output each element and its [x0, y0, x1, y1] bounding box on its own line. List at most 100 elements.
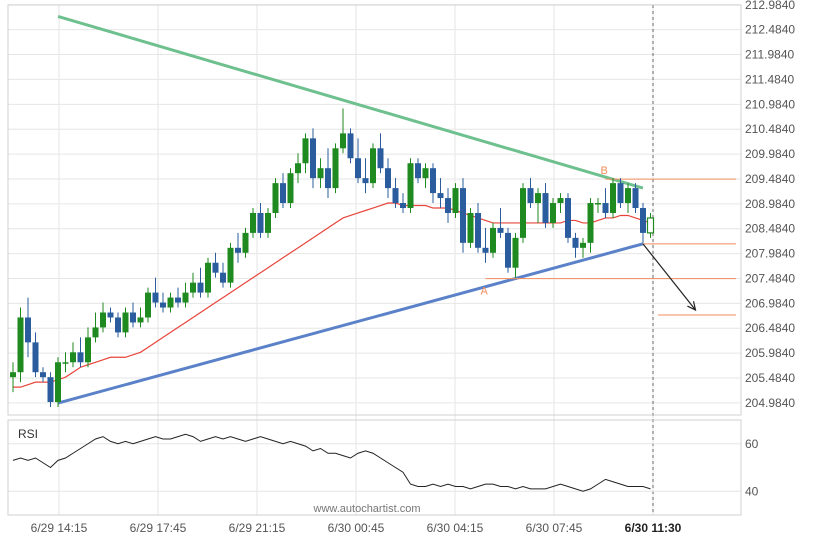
candle-body: [422, 168, 429, 179]
forecast-arrow-line: [642, 243, 696, 311]
grid-layer: [8, 4, 741, 515]
candle-body: [340, 133, 346, 149]
candle: [100, 302, 106, 333]
candle: [550, 198, 556, 228]
level-label-b: B: [601, 165, 608, 177]
candle-body: [572, 237, 579, 248]
candle: [137, 307, 144, 328]
candle: [362, 158, 369, 194]
candle: [62, 352, 69, 373]
candle: [287, 168, 294, 209]
candle: [325, 148, 331, 199]
candle-body: [265, 212, 271, 233]
candle: [377, 133, 384, 174]
candle: [370, 143, 376, 189]
watermark: www.autochartist.com: [313, 503, 421, 515]
level-label-a: A: [481, 286, 489, 298]
candle: [55, 357, 61, 408]
candle: [512, 232, 519, 278]
candle: [520, 183, 526, 243]
candle-body: [287, 173, 294, 204]
candle: [70, 342, 76, 368]
candle-body: [175, 297, 181, 303]
candle: [640, 203, 646, 243]
level-layer: BA: [481, 165, 736, 316]
candle: [227, 242, 234, 288]
candle: [280, 173, 286, 209]
candle-body: [370, 148, 376, 184]
candle: [212, 252, 219, 278]
price-panel-border: [7, 4, 742, 416]
candle: [475, 203, 481, 253]
candle: [190, 272, 196, 298]
candle: [332, 143, 339, 194]
candle-body: [632, 188, 639, 209]
candle: [47, 372, 54, 408]
candle: [430, 163, 436, 204]
candle: [145, 287, 151, 323]
price-tick-label: 205.4840: [745, 371, 795, 385]
candle-body: [430, 168, 436, 194]
rsi-layer: [12, 433, 651, 492]
candle: [422, 163, 429, 189]
candle-body: [145, 292, 151, 318]
candle-body: [272, 183, 279, 213]
candle-body: [55, 362, 61, 403]
candle: [340, 108, 346, 154]
candle-body: [505, 232, 511, 268]
price-tick-label: 209.4840: [745, 172, 795, 186]
candle: [122, 307, 129, 338]
candle-body: [115, 317, 121, 333]
candle-body: [107, 312, 114, 318]
candle-body: [100, 312, 106, 328]
candle-body: [617, 183, 624, 204]
price-area: [7, 4, 742, 416]
price-tick-label: 208.4840: [745, 222, 795, 236]
candle: [242, 227, 249, 258]
candle-body: [190, 282, 196, 293]
candle: [220, 262, 226, 288]
candle: [257, 203, 264, 238]
candle: [235, 232, 241, 263]
candle-body: [385, 168, 391, 189]
candle: [542, 183, 549, 228]
candle-body: [415, 163, 421, 179]
candle-body: [580, 242, 586, 248]
candle: [182, 282, 189, 308]
candle-body: [520, 188, 526, 238]
candle: [527, 178, 534, 209]
candle-body: [160, 302, 166, 308]
rsi-area: RSI: [7, 419, 742, 516]
time-tick-label: 6/30 04:15: [427, 521, 484, 535]
candle-body: [595, 203, 601, 205]
candle-body: [62, 362, 69, 364]
candle: [557, 193, 564, 213]
time-tick-label: 6/30 07:45: [526, 521, 583, 535]
candle-body: [467, 212, 474, 243]
rsi-panel-border: [7, 419, 742, 516]
candle: [205, 257, 211, 298]
price-tick-label: 206.4840: [745, 321, 795, 335]
candle: [40, 367, 46, 383]
candle-body: [310, 138, 316, 179]
forecast-arrow-head: [687, 301, 697, 312]
candle: [415, 158, 421, 184]
candle-body: [242, 232, 249, 253]
candle-body: [646, 217, 655, 234]
moving-average-line: [13, 202, 651, 388]
candle: [310, 128, 316, 189]
candle: [617, 178, 624, 209]
candle-body: [587, 203, 594, 243]
candle-body: [400, 203, 406, 209]
candle-body: [512, 237, 519, 268]
rsi-tick-label: 40: [745, 484, 759, 498]
candle-body: [17, 317, 24, 373]
candle: [602, 188, 609, 218]
support-trendline: [57, 242, 644, 405]
candle-body: [407, 163, 414, 209]
candle-body: [257, 212, 264, 233]
price-tick-label: 208.9840: [745, 197, 795, 211]
candle-body: [550, 203, 556, 223]
